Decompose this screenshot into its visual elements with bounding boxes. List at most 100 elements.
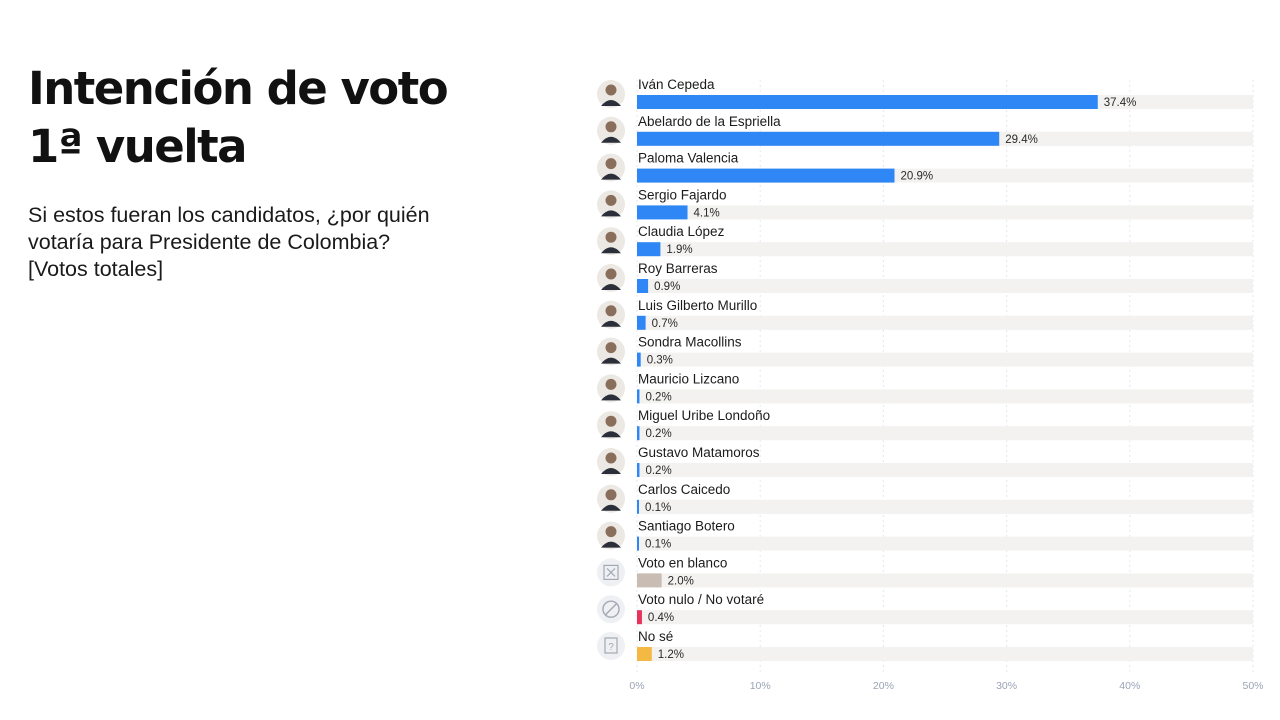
gridlines: [636, 80, 1254, 672]
bar-row: Carlos Caicedo 0.1%: [597, 482, 1253, 514]
bar-row: Luis Gilberto Murillo 0.7%: [597, 298, 1253, 330]
bar-track: [637, 536, 1253, 551]
candidate-avatar: [597, 521, 625, 550]
bar-row: Abelardo de la Espriella 29.4%: [597, 114, 1253, 146]
bar: [637, 463, 640, 477]
icon-background: [597, 632, 625, 660]
bar-track: [637, 389, 1253, 404]
bar-value-label: 0.1%: [645, 502, 671, 514]
title-line-2: 1ª vuelta: [28, 120, 248, 173]
bar-row: Sondra Macollins 0.3%: [597, 335, 1253, 367]
candidate-name: Sondra Macollins: [638, 335, 742, 350]
bar-value-label: 1.2%: [658, 649, 684, 661]
prohibited-icon: [597, 595, 625, 624]
candidate-avatar: [597, 190, 625, 219]
bar: [637, 279, 649, 293]
bar: [637, 426, 640, 441]
bar-value-label: 20.9%: [900, 171, 933, 183]
avatar-shoulders: [601, 468, 621, 474]
avatar-head: [605, 194, 617, 206]
avatar-head: [605, 415, 617, 427]
avatar-head: [605, 121, 617, 133]
bar-row: Santiago Botero 0.1%: [597, 519, 1253, 551]
candidate-avatar: [597, 80, 625, 108]
avatar-shoulders: [601, 247, 621, 254]
bar: [637, 131, 1000, 146]
avatar-head: [605, 342, 617, 354]
chart-subtitle: Si estos fueran los candidatos, ¿por qui…: [28, 202, 548, 283]
bar: [637, 168, 895, 183]
bar-value-label: 0.4%: [648, 612, 674, 624]
avatar-head: [605, 84, 617, 96]
bar: [637, 610, 642, 625]
bar-track: [637, 610, 1253, 625]
x-tick-label: 40%: [1119, 680, 1140, 692]
x-tick-label: 20%: [873, 680, 894, 692]
bar-track: [637, 315, 1253, 330]
question-mark: ?: [608, 642, 614, 653]
bar-value-label: 37.4%: [1104, 97, 1137, 109]
candidate-avatar: [597, 153, 625, 182]
candidate-name: No sé: [638, 629, 673, 644]
avatar-shoulders: [601, 284, 621, 290]
subtitle-line-2: votaría para Presidente de Colombia?: [28, 230, 391, 254]
avatar-shoulders: [601, 320, 621, 327]
avatar-shoulders: [601, 394, 621, 401]
candidate-name: Miguel Uribe Londoño: [638, 408, 770, 423]
candidate-avatar: [597, 337, 625, 366]
candidate-name: Luis Gilberto Murillo: [638, 298, 757, 313]
prohibited-slash: [605, 603, 617, 616]
bar: [637, 315, 646, 330]
bar-value-label: 1.9%: [666, 244, 692, 256]
candidate-name: Paloma Valencia: [638, 151, 739, 166]
subtitle-line-3: [Votos totales]: [28, 257, 164, 281]
bar-track: [637, 242, 1253, 257]
bar-value-label: 0.7%: [652, 318, 678, 330]
bar-row: Gustavo Matamoros 0.2%: [597, 445, 1253, 477]
bar-row: Sergio Fajardo 4.1%: [597, 187, 1253, 220]
bar-value-label: 4.1%: [694, 207, 720, 219]
avatar-head: [605, 158, 617, 170]
question-icon: ?: [597, 632, 625, 660]
bar-track: [637, 647, 1253, 661]
bar-row: Voto nulo / No votaré 0.4%: [597, 592, 1253, 625]
bar-track: [637, 463, 1253, 477]
avatar-shoulders: [601, 136, 621, 143]
subtitle-line-1: Si estos fueran los candidatos, ¿por qui…: [28, 203, 430, 227]
candidate-name: Voto nulo / No votaré: [638, 592, 764, 607]
candidate-avatar: [597, 116, 625, 145]
candidate-avatar: [597, 374, 625, 403]
x-tick-label: 0%: [629, 680, 644, 692]
candidate-avatar: [597, 227, 625, 256]
candidate-name: Santiago Botero: [638, 519, 735, 534]
page-title: Intención de voto 1ª vuelta: [28, 60, 548, 176]
bar-track: [637, 499, 1253, 514]
x-axis: 0% 10% 20% 30% 40% 50%: [629, 680, 1263, 692]
candidate-avatar: [597, 264, 625, 292]
candidate-avatar: [597, 300, 625, 329]
bar-value-label: 0.2%: [645, 391, 671, 403]
bar: [637, 205, 688, 220]
candidate-name: Carlos Caicedo: [638, 482, 730, 497]
title-block: Intención de voto 1ª vuelta Si estos fue…: [28, 60, 548, 283]
bar: [637, 536, 639, 551]
bar-row: Iván Cepeda 37.4%: [597, 77, 1253, 109]
avatar-shoulders: [601, 541, 621, 548]
bar-row: Roy Barreras 0.9%: [597, 261, 1253, 293]
bar-row: Voto en blanco 2.0%: [597, 555, 1253, 588]
question-card: [604, 637, 618, 654]
candidate-name: Claudia López: [638, 224, 725, 239]
bar: [637, 647, 652, 661]
avatar-shoulders: [601, 357, 621, 364]
bar-track: [637, 279, 1253, 293]
avatar-head: [605, 268, 617, 280]
bar: [637, 389, 640, 404]
prohibited-ring: [602, 600, 620, 618]
bar-row: Claudia López 1.9%: [597, 224, 1253, 257]
avatar-head: [605, 489, 617, 501]
bar-value-label: 0.3%: [647, 355, 673, 367]
bar: [637, 499, 639, 514]
x-tick-label: 10%: [750, 680, 771, 692]
candidate-name: Abelardo de la Espriella: [638, 114, 781, 129]
avatar-shoulders: [601, 431, 621, 438]
